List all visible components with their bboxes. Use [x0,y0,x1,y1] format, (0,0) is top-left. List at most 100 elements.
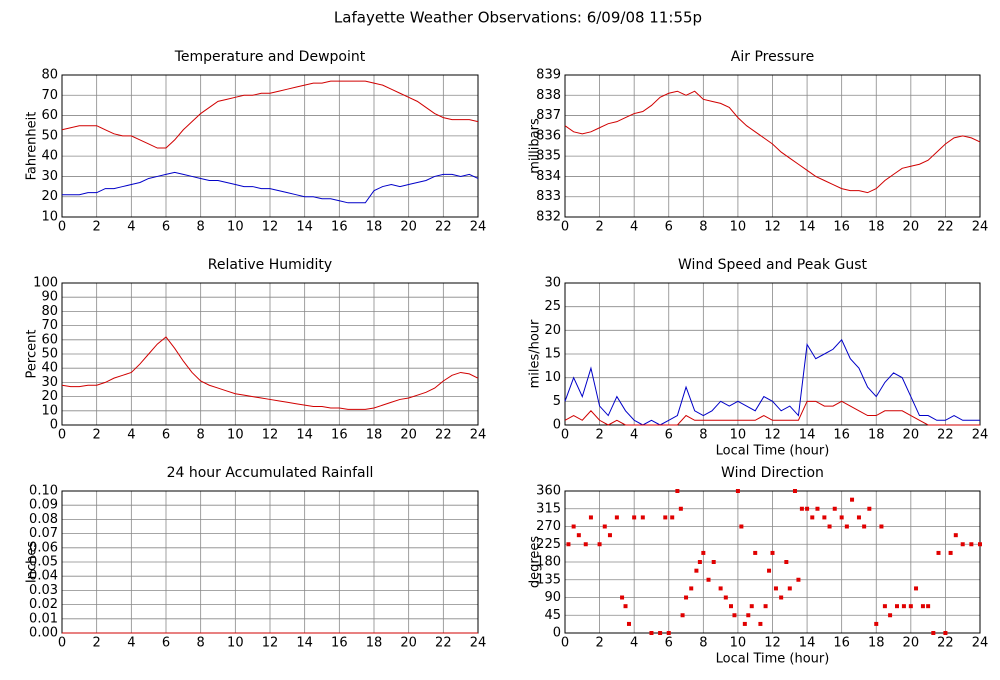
x-tick-label: 14 [296,636,313,651]
data-point [882,604,887,609]
y-tick-label: 834 [536,169,561,184]
x-tick-label: 12 [262,428,279,443]
x-tick-label: 4 [127,220,135,235]
x-tick-label: 2 [93,220,101,235]
data-point [827,524,832,529]
data-point [844,524,849,529]
y-tick-label: 30 [41,375,58,390]
data-point [735,489,740,493]
panel: Relative HumidityPercent0102030405060708… [25,257,487,443]
x-tick-label: 24 [470,636,487,651]
x-tick-label: 20 [400,220,417,235]
y-tick-label: 40 [41,361,58,376]
data-point [784,560,789,564]
y-tick-label: 180 [536,555,561,570]
data-point [914,586,919,591]
data-point [602,524,607,529]
data-point [862,524,867,529]
data-point [856,515,861,520]
x-tick-label: 24 [972,220,989,235]
plot-frame [564,490,981,634]
x-tick-label: 6 [665,636,673,651]
x-tick-label: 12 [764,636,781,651]
x-tick-label: 24 [470,428,487,443]
x-tick-label: 22 [937,428,954,443]
x-tick-label: 4 [630,428,638,443]
y-tick-label: 15 [544,347,561,362]
y-tick-label: 0.01 [29,611,58,626]
y-tick-label: 0.06 [29,540,58,555]
x-tick-label: 16 [331,220,348,235]
x-tick-label: 14 [799,220,816,235]
data-point [758,621,763,626]
y-tick-label: 60 [41,332,58,347]
chart-title: Temperature and Dewpoint [174,49,366,65]
y-tick-label: 20 [41,389,58,404]
plot-frame [61,74,479,218]
x-tick-label: 10 [227,636,244,651]
data-point [583,542,588,547]
y-tick-label: 0.04 [29,569,58,584]
data-point [763,604,768,609]
data-point [670,515,675,520]
x-tick-label: 4 [127,636,135,651]
x-axis-label: Local Time (hour) [716,652,830,667]
x-tick-label: 0 [58,636,66,651]
data-point [822,515,827,520]
x-tick-label: 2 [595,636,603,651]
data-point [901,604,906,609]
data-point [566,542,571,547]
y-tick-label: 10 [544,370,561,385]
x-tick-label: 10 [730,428,747,443]
x-tick-label: 18 [366,636,383,651]
x-tick-label: 24 [972,428,989,443]
data-point [723,595,728,600]
y-tick-label: 315 [536,501,561,516]
x-tick-label: 22 [435,636,452,651]
x-tick-label: 6 [162,636,170,651]
data-line [62,171,479,204]
x-tick-label: 16 [833,636,850,651]
data-point [953,533,958,538]
plot-frame [564,74,981,218]
data-point [697,560,702,564]
x-tick-label: 4 [630,220,638,235]
chart-title: Wind Direction [721,465,824,481]
y-axis-label: miles/hour [528,319,543,388]
panel: 24 hour Accumulated RainfallInches0.000.… [25,465,487,651]
x-tick-label: 8 [699,636,707,651]
data-point [607,533,612,538]
y-tick-label: 0.03 [29,583,58,598]
x-tick-label: 22 [937,220,954,235]
y-tick-label: 839 [536,68,561,83]
data-point [931,631,936,635]
data-line [564,400,980,426]
y-tick-label: 10 [41,210,58,225]
panel: Temperature and DewpointFahrenheit102030… [25,49,487,235]
y-axis-label: degrees [528,536,543,589]
x-tick-label: 10 [730,220,747,235]
y-tick-label: 836 [536,128,561,143]
data-point [746,613,751,618]
y-tick-label: 80 [41,304,58,319]
data-point [640,515,645,520]
data-point [810,515,815,520]
data-point [960,542,965,547]
x-tick-label: 0 [58,220,66,235]
data-point [749,604,754,609]
y-tick-label: 225 [536,537,561,552]
y-axis-label: Percent [25,330,40,379]
data-point [666,631,671,635]
x-tick-label: 22 [435,428,452,443]
y-tick-label: 20 [41,189,58,204]
y-tick-label: 80 [41,68,58,83]
y-tick-label: 70 [41,318,58,333]
data-point [787,586,792,591]
x-tick-label: 2 [93,428,101,443]
chart-title: Wind Speed and Peak Gust [678,257,867,273]
x-tick-label: 10 [227,220,244,235]
x-tick-label: 0 [561,428,569,443]
data-point [623,604,628,609]
x-tick-label: 8 [197,220,205,235]
